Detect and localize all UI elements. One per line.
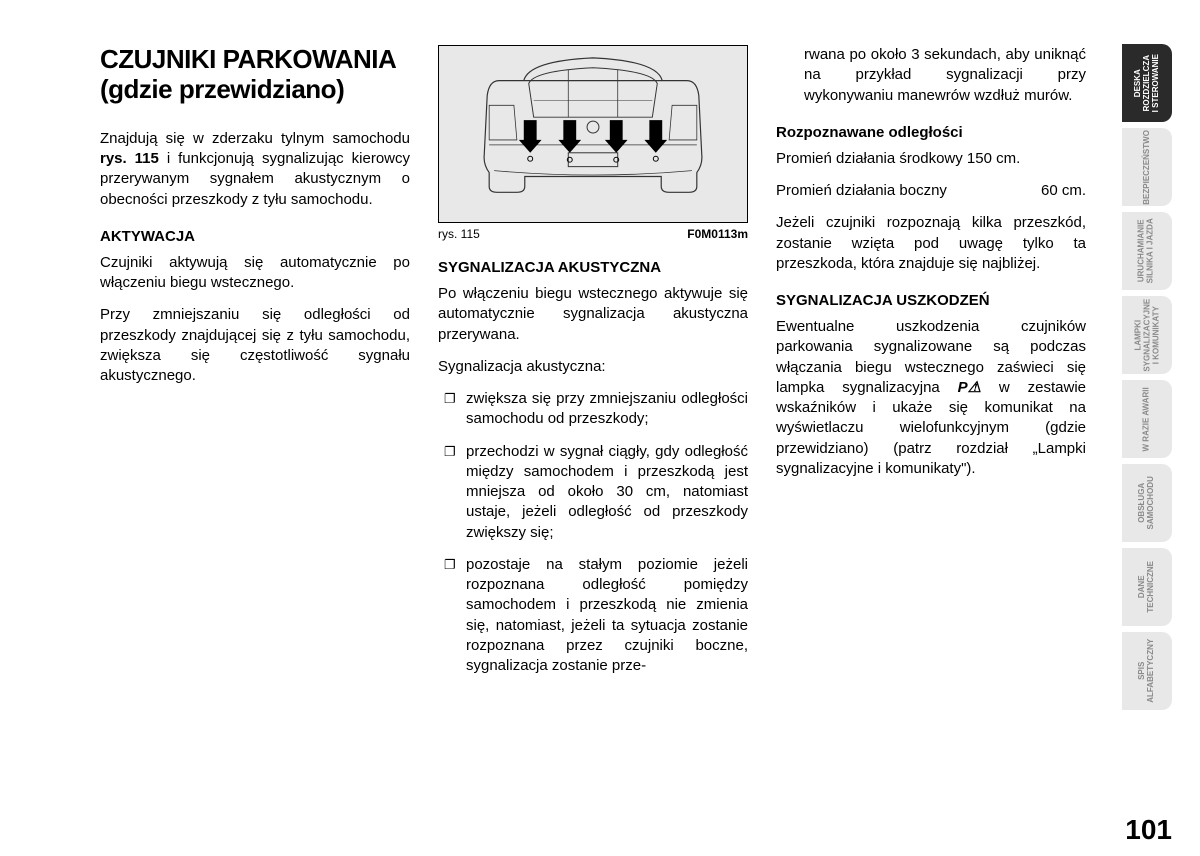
distances-heading: Rozpoznawane odległości: [776, 124, 1086, 141]
figure-code: F0M0113m: [687, 227, 748, 241]
page-content: CZUJNIKI PARKOWANIA (gdzie przewidziano)…: [0, 0, 1200, 688]
acoustic-list: zwiększa się przy zmniejszaniu odległośc…: [438, 389, 748, 676]
acoustic-p2: Sygnalizacja akustyczna:: [438, 357, 748, 377]
tab-maintenance[interactable]: OBSŁUGASAMOCHODU: [1122, 464, 1172, 542]
figure-caption: rys. 115 F0M0113m: [438, 227, 748, 241]
acoustic-heading: SYGNALIZACJA AKUSTYCZNA: [438, 259, 748, 276]
figure-label: rys. 115: [438, 227, 480, 241]
parking-warning-icon: P⚠: [958, 378, 981, 398]
tab-safety[interactable]: BEZPIECZEŃSTWO: [1122, 128, 1172, 206]
intro-paragraph: Znajdują się w zderzaku tylnym samochodu…: [100, 129, 410, 210]
columns-wrapper: CZUJNIKI PARKOWANIA (gdzie przewidziano)…: [100, 45, 1100, 688]
activation-heading: AKTYWACJA: [100, 228, 410, 245]
figure-115: [438, 45, 748, 223]
car-rear-illustration: [439, 46, 747, 222]
tab-technical[interactable]: DANETECHNICZNE: [1122, 548, 1172, 626]
side-tabs: DESKAROZDZIELCZAI STEROWANIE BEZPIECZEŃS…: [1122, 44, 1172, 710]
distance-multi: Jeżeli czujniki rozpoznają kilka przeszk…: [776, 213, 1086, 274]
column-3: rwana po około 3 sekundach, aby uniknąć …: [776, 45, 1086, 688]
tab-dashboard[interactable]: DESKAROZDZIELCZAI STEROWANIE: [1122, 44, 1172, 122]
list-item: zwiększa się przy zmniejszaniu odległośc…: [438, 389, 748, 430]
acoustic-p1: Po włączeniu biegu wstecznego aktywuje s…: [438, 284, 748, 345]
column-1: CZUJNIKI PARKOWANIA (gdzie przewidziano)…: [100, 45, 410, 688]
column-2: rys. 115 F0M0113m SYGNALIZACJA AKUSTYCZN…: [438, 45, 748, 688]
tab-index[interactable]: SPISALFABETYCZNY: [1122, 632, 1172, 710]
damage-paragraph: Ewentualne uszkodzenia czujników parkowa…: [776, 317, 1086, 479]
continuation-paragraph: rwana po około 3 sekundach, aby uniknąć …: [776, 45, 1086, 106]
damage-heading: SYGNALIZACJA USZKODZEŃ: [776, 292, 1086, 309]
distance-side: Promień działania boczny 60 cm.: [776, 181, 1086, 201]
tab-starting[interactable]: URUCHAMIANIESILNIKA I JAZDA: [1122, 212, 1172, 290]
tab-emergency[interactable]: W RAZIE AWARII: [1122, 380, 1172, 458]
list-item: pozostaje na stałym poziomie jeżeli rozp…: [438, 555, 748, 677]
tab-warning-lights[interactable]: LAMPKISYGNALIZACYJNEI KOMUNIKATY: [1122, 296, 1172, 374]
distance-center: Promień działania środkowy 150 cm.: [776, 149, 1086, 169]
main-title: CZUJNIKI PARKOWANIA (gdzie przewidziano): [100, 45, 410, 105]
page-number: 101: [1125, 814, 1172, 846]
list-item: przechodzi w sygnał ciągły, gdy odległoś…: [438, 442, 748, 543]
activation-p1: Czujniki aktywują się automatycznie po w…: [100, 253, 410, 294]
activation-p2: Przy zmniejszaniu się odległości od prze…: [100, 305, 410, 386]
